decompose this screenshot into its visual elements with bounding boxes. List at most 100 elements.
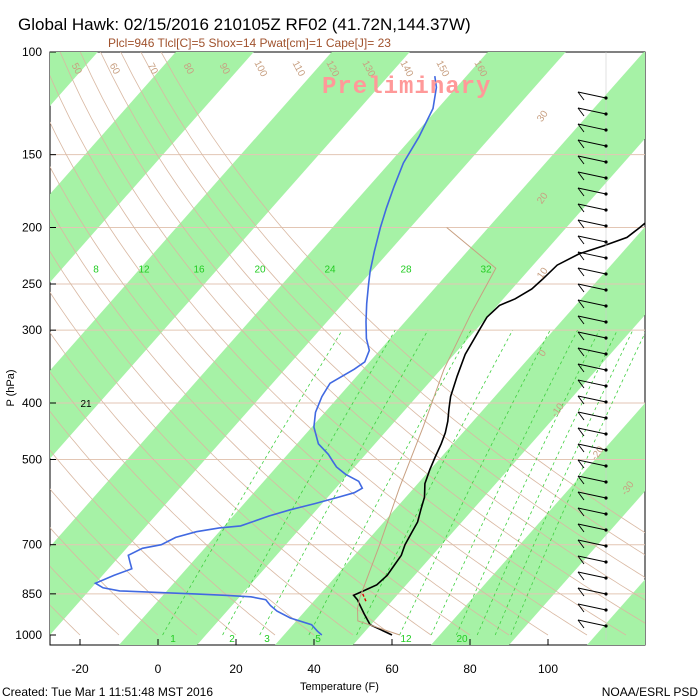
wind-barb-feather [577, 203, 585, 213]
lcl-segment [362, 593, 368, 603]
wind-barb [577, 443, 607, 451]
created-timestamp: Created: Tue Mar 1 11:51:48 MST 2016 [2, 685, 213, 699]
wind-barb-dot [604, 352, 608, 356]
wind-barb-dot [604, 336, 608, 340]
dry-adiabat [50, 331, 354, 636]
wind-barb-dot [604, 256, 608, 260]
wind-barb [577, 571, 607, 579]
wind-barb-dot [604, 512, 608, 516]
wind-barb-dot [604, 192, 608, 196]
wind-barb [577, 267, 607, 275]
isotherm-label: 70 [145, 61, 160, 76]
wind-barb-dot [604, 96, 608, 100]
green-band [275, 226, 645, 645]
mixing-ratio-low-label: 2 [229, 634, 235, 645]
wind-barb-dot [604, 320, 608, 324]
wind-barb-dot [604, 416, 608, 420]
wind-barb [577, 411, 607, 419]
wind-barb [577, 603, 607, 611]
mixing-ratio-line [308, 330, 472, 636]
wind-barbs [577, 52, 608, 640]
wind-barb [577, 427, 607, 435]
y-axis-label: P (hPa) [5, 369, 17, 406]
isotherm-label: 80 [181, 61, 196, 76]
green-band [431, 403, 645, 645]
y-tick-label: 1000 [15, 628, 42, 642]
y-tick-label: 250 [22, 277, 42, 291]
wind-barb-dot [604, 496, 608, 500]
wind-barb-feather [577, 459, 585, 469]
wind-barb-feather [577, 139, 585, 149]
wind-barb-dot [604, 400, 608, 404]
wind-barb-dot [604, 160, 608, 164]
dry-adiabat [50, 527, 159, 636]
wind-barb-feather [577, 187, 585, 197]
mixing-ratio-label: 28 [400, 264, 412, 275]
wind-barb-feather [577, 123, 585, 133]
wind-barb [577, 299, 607, 307]
mixing-ratio-label: 12 [138, 264, 150, 275]
wind-barb-dot [604, 304, 608, 308]
wind-barb-feather [577, 107, 585, 117]
wind-barb-feather [577, 395, 585, 405]
wind-barb-dot [604, 560, 608, 564]
x-tick-label: -20 [71, 662, 89, 676]
wind-barb [577, 107, 607, 115]
wind-barb [577, 235, 607, 243]
wind-barb-dot [604, 528, 608, 532]
wind-barb [577, 315, 607, 323]
dewpoint-profile [93, 75, 438, 636]
wind-barb [577, 619, 607, 627]
wind-barb-feather [577, 475, 585, 485]
wind-barb [577, 587, 607, 595]
wind-barb-dot [604, 176, 608, 180]
x-tick-label: 0 [155, 662, 162, 676]
wind-barb [577, 187, 607, 195]
wind-barb [577, 123, 607, 131]
parcel-profile [356, 227, 497, 636]
wind-barb-dot [604, 592, 608, 596]
dry-adiabat [59, 52, 627, 636]
wind-barb-feather [577, 91, 585, 101]
chart-indices: Plcl=946 Tlcl[C]=5 Shox=14 Pwat[cm]=1 Ca… [108, 36, 391, 50]
wind-barb [577, 331, 607, 339]
green-band [50, 52, 254, 283]
wind-barb [577, 283, 607, 291]
dry-adiabat [50, 565, 120, 636]
wind-barb [577, 507, 607, 515]
plot-series [93, 75, 645, 636]
wind-barb-feather [577, 619, 585, 629]
wind-barb-dot [604, 288, 608, 292]
wind-barb-feather [577, 539, 585, 549]
dry-adiabat [50, 410, 276, 636]
wind-barb [577, 91, 607, 99]
mixing-ratio-label: 20 [254, 264, 266, 275]
wind-barb-feather [577, 363, 585, 373]
wind-barb [577, 171, 607, 179]
y-tick-label: 150 [22, 148, 42, 162]
wind-barb-dot [604, 480, 608, 484]
x-tick-label: 100 [538, 662, 558, 676]
y-tick-label: 500 [22, 452, 42, 466]
wind-barb [577, 555, 607, 563]
x-tick-label: 80 [463, 662, 477, 676]
mixing-ratio-low-label: 3 [264, 634, 270, 645]
dry-adiabat [50, 121, 549, 636]
mixing-ratio-line [494, 330, 634, 636]
skewed-label: 0 [537, 348, 549, 359]
chart-title: Global Hawk: 02/15/2016 210105Z RF02 (41… [18, 15, 471, 34]
y-tick-label: 400 [22, 396, 42, 410]
wind-barb [577, 523, 607, 531]
y-tick-label: 700 [22, 538, 42, 552]
wind-barb-dot [604, 224, 608, 228]
wind-barb-dot [604, 240, 608, 244]
dry-adiabat [50, 291, 393, 636]
temperature-profile [352, 222, 645, 636]
mixing-ratio-low-label: 1 [170, 634, 176, 645]
mixing-ratio-low-label: 12 [400, 634, 412, 645]
wind-barb-feather [577, 315, 585, 325]
wind-barb-feather [577, 155, 585, 165]
x-tick-label: 40 [307, 662, 321, 676]
mixing-ratio-low-label: 20 [456, 634, 468, 645]
